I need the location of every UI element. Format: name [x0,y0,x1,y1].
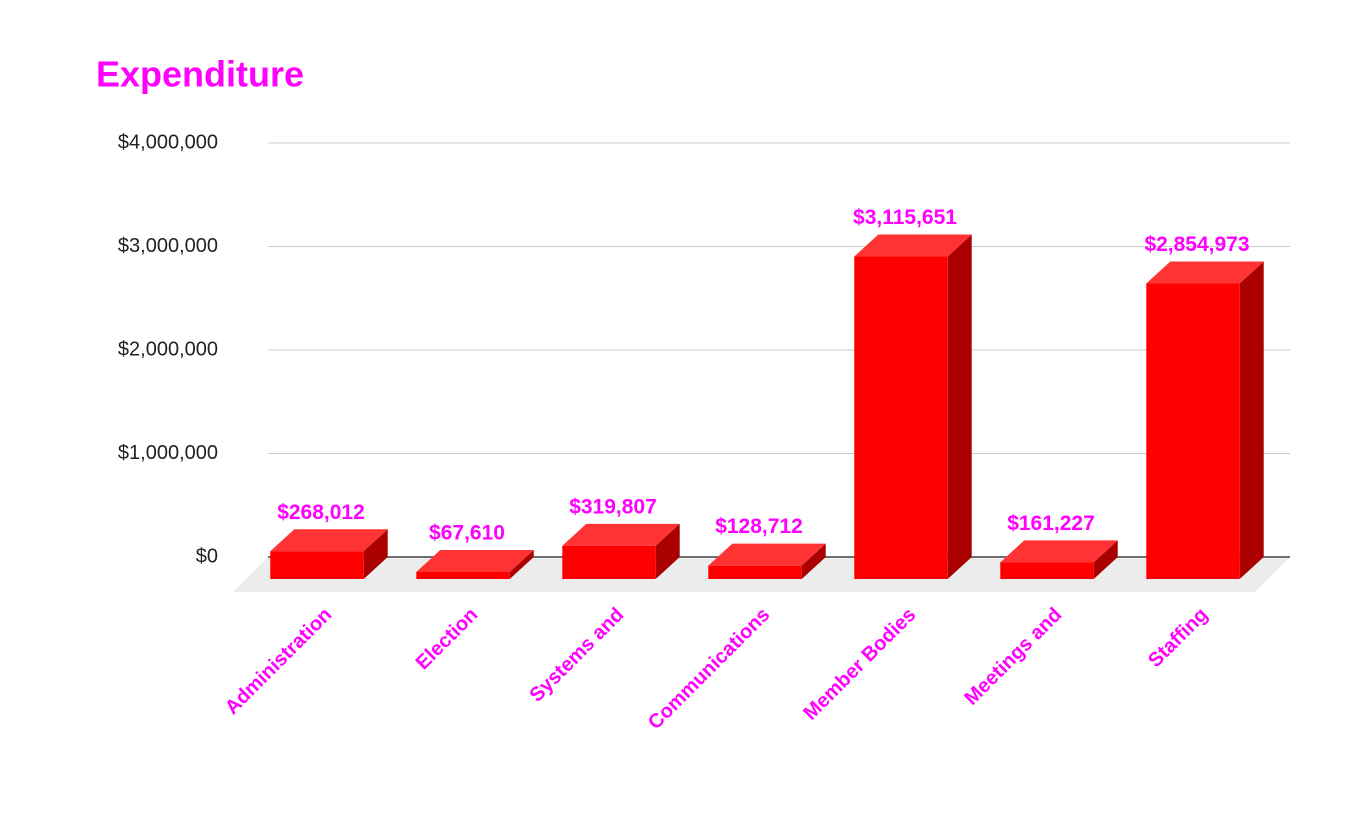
value-label: $268,012 [277,501,365,524]
x-tick-label: Communications [644,604,774,734]
bar [562,545,656,579]
bar-top [1146,261,1264,284]
bar-side [509,550,534,579]
bar-top [1000,540,1118,563]
bar-side [801,543,826,579]
y-tick-label: $2,000,000 [118,338,218,360]
y-tick-label: $3,000,000 [118,235,218,257]
bar-side [363,529,388,579]
bar-top [854,234,972,257]
value-label: $3,115,651 [853,206,957,229]
x-tick-label: Member Bodies [799,604,920,725]
bar-top [708,543,826,566]
value-label: $2,854,973 [1144,233,1249,256]
value-label: $161,227 [1007,512,1095,535]
bar [854,256,948,579]
bar-top [416,550,534,573]
y-tick-label: $4,000,000 [118,131,218,153]
bar [708,565,802,579]
value-label: $128,712 [715,515,803,538]
bar-side [1093,540,1118,579]
bar [270,551,364,579]
value-label: $67,610 [429,522,505,545]
x-tick-label: Election [412,604,483,675]
x-tick-label: Systems and [525,604,628,707]
x-tick-label: Staffing [1144,604,1212,672]
x-tick-label: Administration [221,604,336,719]
bar-side [947,234,972,579]
chart-title: Expenditure [96,54,304,95]
bar [1000,562,1094,579]
y-tick-label: $1,000,000 [118,442,218,464]
bar-top [270,529,388,552]
bar [1146,283,1240,579]
bar [416,572,510,579]
bar-side [1239,261,1264,579]
value-label: $319,807 [569,495,657,518]
bar-top [562,523,680,546]
x-tick-label: Meetings and [960,604,1066,710]
y-tick-label: $0 [196,545,218,567]
bar-side [655,523,680,579]
